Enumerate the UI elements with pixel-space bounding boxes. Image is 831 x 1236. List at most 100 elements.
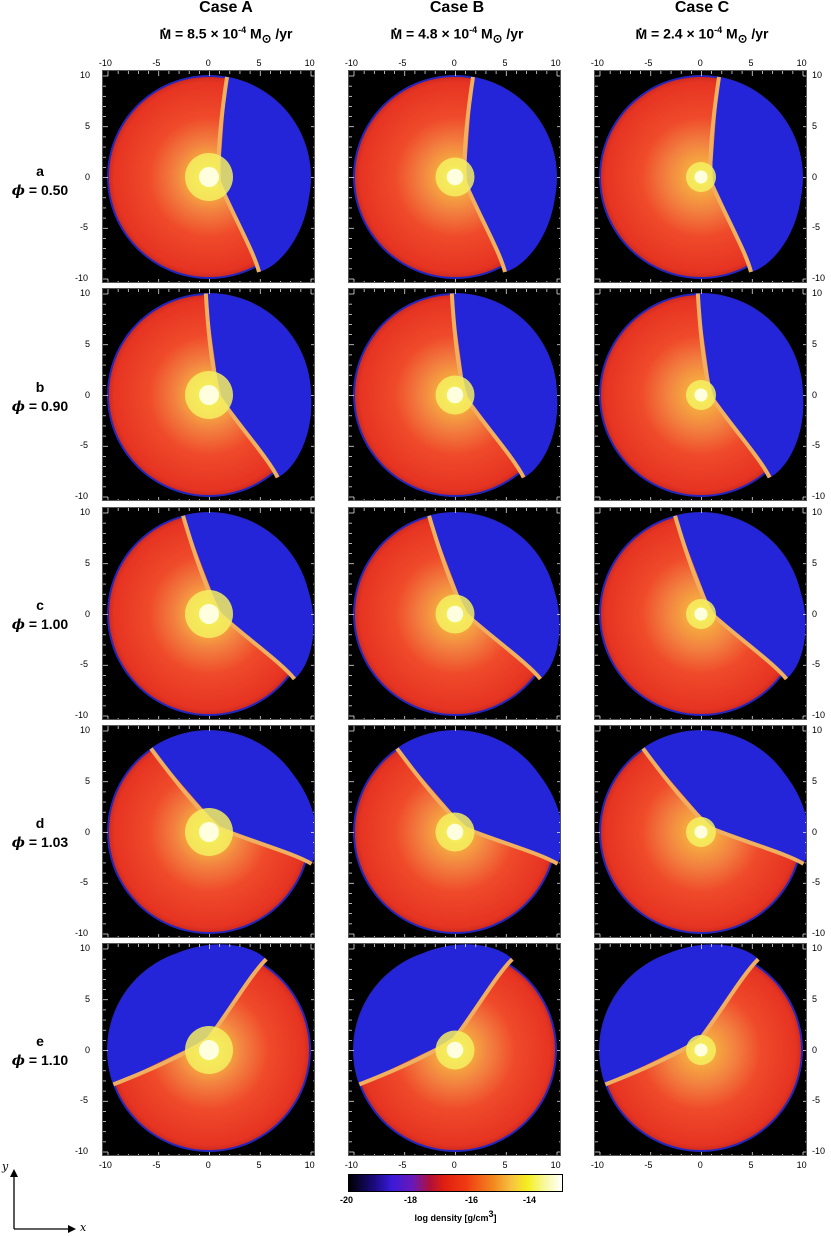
axis-tick-label: -10	[812, 710, 826, 720]
axis-tick-label: -10	[590, 58, 604, 68]
axis-tick-label: -10	[75, 710, 89, 720]
axis-tick-label: 0	[451, 58, 457, 68]
axis-tick-label: -10	[75, 491, 89, 501]
axis-tick-label: -5	[152, 1160, 161, 1170]
density-panel	[348, 507, 561, 720]
axis-tick-label: 10	[796, 1160, 807, 1170]
axis-tick-label: 10	[812, 507, 823, 517]
axis-tick-label: 0	[85, 171, 91, 182]
density-panel	[102, 943, 315, 1156]
axis-tick-label: -5	[398, 1160, 407, 1170]
axis-tick-label: -10	[75, 273, 89, 283]
axis-tick-label: 0	[85, 608, 91, 619]
axis-tick-label: -10	[812, 273, 826, 283]
mass-loss-rate: M = 2.4 × 10-4 M⊙ /yr	[592, 16, 812, 48]
axis-tick-label: -10	[344, 1160, 358, 1170]
axis-tick-label: 5	[502, 58, 508, 68]
axis-tick-label: -10	[812, 928, 826, 938]
axis-tick-label: -5	[80, 659, 89, 670]
axis-tick-label: 0	[812, 389, 818, 400]
column-title: Case A	[199, 0, 253, 16]
x-axis-symbol: x	[80, 1221, 87, 1234]
axis-tick-label: -5	[80, 440, 89, 451]
axis-tick-label: 5	[85, 120, 91, 131]
axis-tick-label: 0	[85, 389, 91, 400]
axis-tick-label: -10	[590, 1160, 604, 1170]
axis-tick-label: 5	[85, 775, 91, 786]
axis-tick-label: 10	[550, 1160, 561, 1170]
colorbar-tick: -14	[523, 1195, 537, 1205]
column-header-b: Case B M = 4.8 × 10-4 M⊙ /yr	[347, 0, 567, 48]
axis-tick-label: -5	[812, 659, 821, 670]
axis-tick-label: 0	[451, 1160, 457, 1170]
density-panel	[348, 288, 561, 501]
axis-tick-label: -10	[812, 1146, 826, 1156]
axis-tick-label: 10	[80, 943, 91, 953]
row-label-e: e ϕ = 1.10	[11, 1033, 69, 1069]
axis-tick-label: 0	[812, 1044, 818, 1055]
axis-tick-label: 5	[812, 120, 818, 131]
axis-tick-label: -5	[812, 877, 821, 888]
axis-tick-label: -5	[80, 877, 89, 888]
density-panel	[594, 70, 807, 283]
axis-tick-label: 5	[256, 58, 262, 68]
axis-tick-label: -5	[80, 222, 89, 233]
density-panel	[348, 70, 561, 283]
axis-tick-label: 10	[304, 58, 315, 68]
density-panel	[348, 943, 561, 1156]
axis-tick-label: -5	[152, 58, 161, 68]
axis-tick-label: 0	[85, 1044, 91, 1055]
colorbar-tick: -20	[340, 1195, 354, 1205]
density-panel	[594, 725, 807, 938]
axis-tick-label: 0	[812, 171, 818, 182]
axis-tick-label: -10	[75, 928, 89, 938]
density-panel	[348, 725, 561, 938]
axis-tick-label: 5	[748, 1160, 754, 1170]
colorbar-tick: -18	[404, 1195, 418, 1205]
density-panel	[102, 70, 315, 283]
axis-tick-label: 10	[80, 507, 91, 517]
density-panel	[102, 507, 315, 720]
density-panel	[594, 943, 807, 1156]
axis-tick-label: 0	[205, 58, 211, 68]
axis-tick-label: 5	[85, 338, 91, 349]
column-header-a: Case A M = 8.5 × 10-4 M⊙ /yr	[116, 0, 336, 48]
density-panel	[594, 288, 807, 501]
axis-tick-label: -5	[644, 1160, 653, 1170]
axis-tick-label: 10	[812, 70, 823, 80]
axis-tick-label: 0	[697, 58, 703, 68]
axis-tick-label: 10	[304, 1160, 315, 1170]
density-panel	[102, 288, 315, 501]
row-label-d: d ϕ = 1.03	[11, 815, 69, 851]
axis-tick-label: -5	[812, 1095, 821, 1106]
axis-tick-label: -5	[644, 58, 653, 68]
axis-tick-label: 5	[812, 993, 818, 1004]
axis-tick-label: 5	[812, 557, 818, 568]
axis-tick-label: 10	[80, 288, 91, 298]
row-label-a: a ϕ = 0.50	[11, 163, 69, 199]
axis-tick-label: 5	[502, 1160, 508, 1170]
axis-tick-label: 10	[812, 943, 823, 953]
axis-tick-label: 0	[697, 1160, 703, 1170]
axis-tick-label: 5	[85, 993, 91, 1004]
axis-tick-label: -10	[75, 1146, 89, 1156]
axis-tick-label: 10	[812, 725, 823, 735]
y-axis-symbol: y	[2, 1160, 9, 1173]
column-title: Case B	[429, 0, 485, 16]
axis-tick-label: 5	[748, 58, 754, 68]
axis-tick-label: 10	[80, 725, 91, 735]
axis-tick-label: 5	[85, 557, 91, 568]
density-colorbar	[348, 1174, 563, 1192]
row-label-c: c ϕ = 1.00	[11, 597, 69, 633]
axis-tick-label: -5	[812, 222, 821, 233]
axis-tick-label: 10	[550, 58, 561, 68]
axis-tick-label: -10	[344, 58, 358, 68]
axis-tick-label: 10	[80, 70, 91, 80]
axis-orientation-arrows	[10, 1169, 76, 1233]
axis-tick-label: 5	[812, 338, 818, 349]
axis-tick-label: 5	[812, 775, 818, 786]
axis-tick-label: -10	[98, 58, 112, 68]
axis-tick-label: -10	[812, 491, 826, 501]
axis-tick-label: 0	[205, 1160, 211, 1170]
colorbar-label: log density [g/cm3]	[414, 1209, 497, 1223]
